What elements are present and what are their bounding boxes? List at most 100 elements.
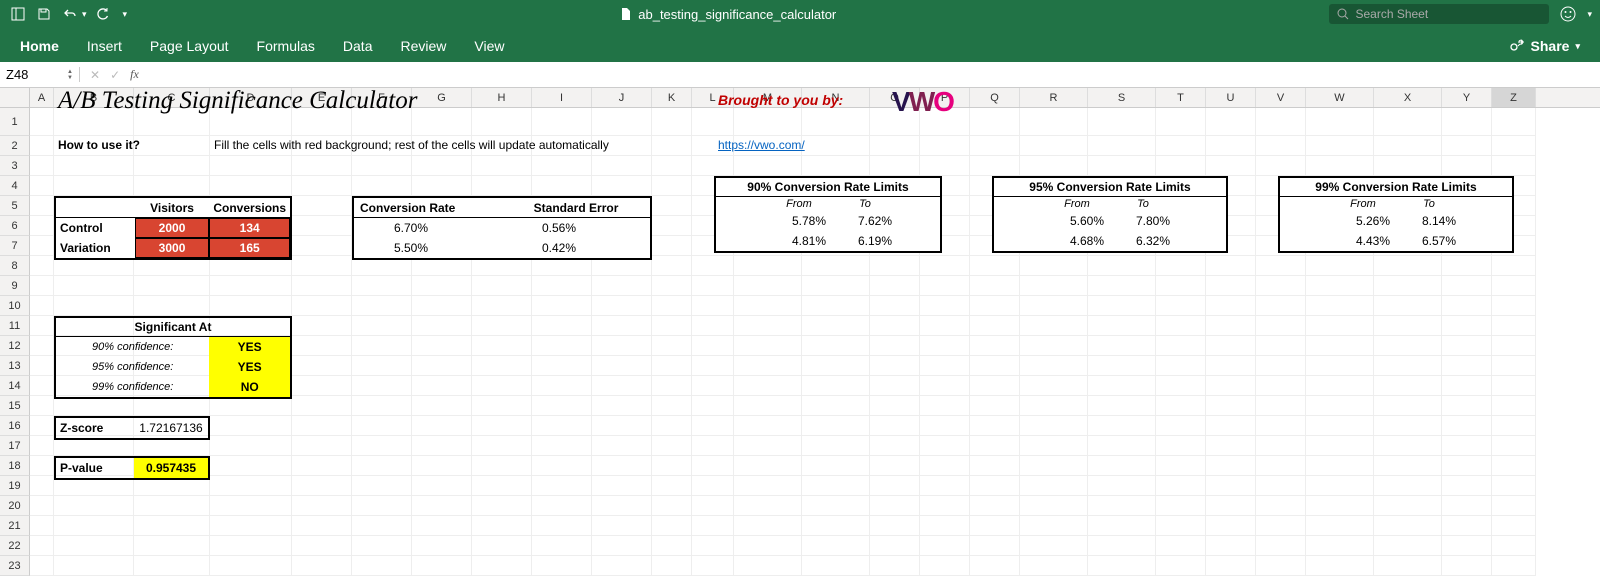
cell-O14[interactable] <box>870 376 920 396</box>
cell-V19[interactable] <box>1256 476 1306 496</box>
cell-Q2[interactable] <box>970 136 1020 156</box>
cell-X13[interactable] <box>1374 356 1442 376</box>
cell-F20[interactable] <box>352 496 412 516</box>
variation-conversions-cell[interactable]: 165 <box>209 238 290 258</box>
cell-X22[interactable] <box>1374 536 1442 556</box>
cell-L3[interactable] <box>692 156 734 176</box>
cell-T21[interactable] <box>1156 516 1206 536</box>
column-header-S[interactable]: S <box>1088 88 1156 107</box>
cell-K14[interactable] <box>652 376 692 396</box>
cell-I4[interactable] <box>532 176 592 196</box>
cell-O23[interactable] <box>870 556 920 576</box>
column-header-W[interactable]: W <box>1306 88 1374 107</box>
cell-V14[interactable] <box>1256 376 1306 396</box>
cell-E18[interactable] <box>292 456 352 476</box>
cell-Q12[interactable] <box>970 336 1020 356</box>
cell-A11[interactable] <box>30 316 54 336</box>
row-header-6[interactable]: 6 <box>0 216 30 236</box>
cell-L13[interactable] <box>692 356 734 376</box>
cell-X11[interactable] <box>1374 316 1442 336</box>
cell-U8[interactable] <box>1206 256 1256 276</box>
cell-Q20[interactable] <box>970 496 1020 516</box>
cell-V12[interactable] <box>1256 336 1306 356</box>
cell-Q22[interactable] <box>970 536 1020 556</box>
cell-V20[interactable] <box>1256 496 1306 516</box>
cell-J15[interactable] <box>592 396 652 416</box>
cell-Q18[interactable] <box>970 456 1020 476</box>
cell-W14[interactable] <box>1306 376 1374 396</box>
cell-G23[interactable] <box>412 556 472 576</box>
cell-R1[interactable] <box>1020 108 1088 136</box>
cell-P3[interactable] <box>920 156 970 176</box>
cell-R2[interactable] <box>1020 136 1088 156</box>
cell-D19[interactable] <box>210 476 292 496</box>
cell-I1[interactable] <box>532 108 592 136</box>
cell-F3[interactable] <box>352 156 412 176</box>
row-header-5[interactable]: 5 <box>0 196 30 216</box>
cell-D3[interactable] <box>210 156 292 176</box>
cell-C10[interactable] <box>134 296 210 316</box>
cell-H17[interactable] <box>472 436 532 456</box>
cell-Q11[interactable] <box>970 316 1020 336</box>
tab-review[interactable]: Review <box>400 36 446 56</box>
column-header-U[interactable]: U <box>1206 88 1256 107</box>
cell-L8[interactable] <box>692 256 734 276</box>
cell-K18[interactable] <box>652 456 692 476</box>
cell-N23[interactable] <box>802 556 870 576</box>
cell-E6[interactable] <box>292 216 352 236</box>
cell-X3[interactable] <box>1374 156 1442 176</box>
cell-X20[interactable] <box>1374 496 1442 516</box>
cell-F14[interactable] <box>352 376 412 396</box>
cell-D21[interactable] <box>210 516 292 536</box>
tab-data[interactable]: Data <box>343 36 373 56</box>
cell-S11[interactable] <box>1088 316 1156 336</box>
save-button[interactable] <box>34 4 54 24</box>
cell-I19[interactable] <box>532 476 592 496</box>
cell-X10[interactable] <box>1374 296 1442 316</box>
cell-I9[interactable] <box>532 276 592 296</box>
cell-X2[interactable] <box>1374 136 1442 156</box>
cell-T11[interactable] <box>1156 316 1206 336</box>
cell-V8[interactable] <box>1256 256 1306 276</box>
cell-K4[interactable] <box>652 176 692 196</box>
cell-B22[interactable] <box>54 536 134 556</box>
cell-Q8[interactable] <box>970 256 1020 276</box>
cell-P18[interactable] <box>920 456 970 476</box>
cell-W10[interactable] <box>1306 296 1374 316</box>
cell-C3[interactable] <box>134 156 210 176</box>
cell-K12[interactable] <box>652 336 692 356</box>
column-header-Z[interactable]: Z <box>1492 88 1536 107</box>
cell-K1[interactable] <box>652 108 692 136</box>
cell-F18[interactable] <box>352 456 412 476</box>
cell-A20[interactable] <box>30 496 54 516</box>
cell-R9[interactable] <box>1020 276 1088 296</box>
cell-S10[interactable] <box>1088 296 1156 316</box>
cell-T23[interactable] <box>1156 556 1206 576</box>
cell-U2[interactable] <box>1206 136 1256 156</box>
cell-L22[interactable] <box>692 536 734 556</box>
column-header-R[interactable]: R <box>1020 88 1088 107</box>
cell-I11[interactable] <box>532 316 592 336</box>
cell-I3[interactable] <box>532 156 592 176</box>
cell-I23[interactable] <box>532 556 592 576</box>
cell-R23[interactable] <box>1020 556 1088 576</box>
cell-H21[interactable] <box>472 516 532 536</box>
cell-N9[interactable] <box>802 276 870 296</box>
cell-W13[interactable] <box>1306 356 1374 376</box>
cell-U1[interactable] <box>1206 108 1256 136</box>
cell-S20[interactable] <box>1088 496 1156 516</box>
cell-M12[interactable] <box>734 336 802 356</box>
tab-formulas[interactable]: Formulas <box>257 36 315 56</box>
cell-K21[interactable] <box>652 516 692 536</box>
cell-G1[interactable] <box>412 108 472 136</box>
cell-D17[interactable] <box>210 436 292 456</box>
cell-N15[interactable] <box>802 396 870 416</box>
cell-B15[interactable] <box>54 396 134 416</box>
cell-Y20[interactable] <box>1442 496 1492 516</box>
cell-J21[interactable] <box>592 516 652 536</box>
tab-page-layout[interactable]: Page Layout <box>150 36 229 56</box>
cell-B4[interactable] <box>54 176 134 196</box>
cell-I12[interactable] <box>532 336 592 356</box>
cell-U10[interactable] <box>1206 296 1256 316</box>
cell-J9[interactable] <box>592 276 652 296</box>
